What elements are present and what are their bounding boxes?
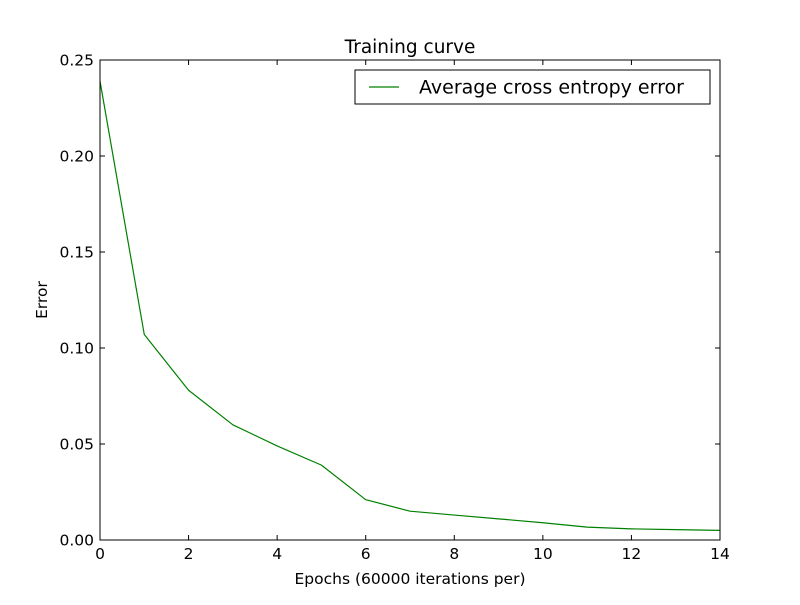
axes-frame [100, 60, 720, 540]
x-tick-label: 0 [95, 545, 105, 563]
chart-title: Training curve [344, 37, 476, 58]
x-axis-label: Epochs (60000 iterations per) [294, 570, 525, 588]
x-tick-label: 8 [449, 545, 459, 563]
legend-label: Average cross entropy error [419, 77, 684, 99]
y-tick-label: 0.00 [59, 532, 94, 550]
series-line-1 [100, 81, 720, 530]
y-tick-label: 0.15 [59, 244, 94, 262]
x-tick-label: 10 [533, 545, 553, 563]
y-axis-label: Error [33, 280, 51, 318]
x-tick-label: 14 [710, 545, 730, 563]
y-tick-label: 0.10 [59, 340, 94, 358]
x-tick-label: 12 [622, 545, 642, 563]
y-tick-label: 0.25 [59, 52, 94, 70]
x-tick-label: 4 [272, 545, 282, 563]
y-tick-label: 0.20 [59, 148, 94, 166]
y-tick-label: 0.05 [59, 436, 94, 454]
legend: Average cross entropy error [355, 70, 710, 104]
x-tick-label: 2 [184, 545, 194, 563]
plot-area: 0 2 4 6 8 10 12 14 0.00 0.05 0.10 0.15 0.20 0.25 [59, 52, 729, 564]
x-tick-label: 6 [361, 545, 371, 563]
